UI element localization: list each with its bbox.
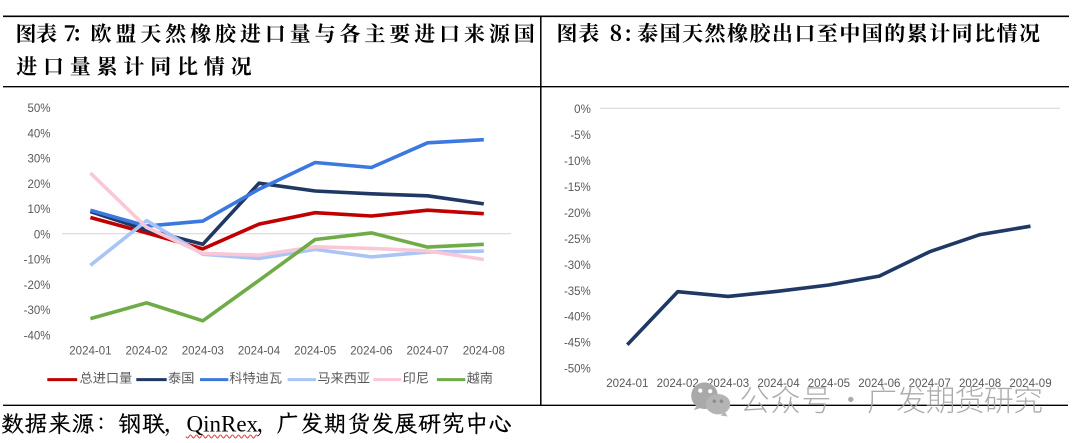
svg-text:2024-08: 2024-08 bbox=[463, 345, 505, 357]
svg-text:2024-02: 2024-02 bbox=[125, 345, 167, 357]
svg-text:-40%: -40% bbox=[564, 312, 591, 324]
svg-text:30%: 30% bbox=[27, 154, 50, 166]
svg-text:40%: 40% bbox=[27, 128, 50, 140]
svg-text:-40%: -40% bbox=[24, 330, 51, 342]
svg-text:-35%: -35% bbox=[564, 286, 591, 298]
svg-text:2024-09: 2024-09 bbox=[1009, 378, 1051, 390]
svg-text:2024-01: 2024-01 bbox=[606, 378, 648, 390]
svg-text:2024-08: 2024-08 bbox=[959, 378, 1001, 390]
svg-text:QinRex: QinRex bbox=[187, 412, 259, 437]
svg-text:2024-03: 2024-03 bbox=[182, 345, 224, 357]
svg-text:0%: 0% bbox=[34, 229, 51, 241]
svg-text:-45%: -45% bbox=[564, 338, 591, 350]
svg-text:-20%: -20% bbox=[24, 280, 51, 292]
svg-text:2024-06: 2024-06 bbox=[858, 378, 900, 390]
svg-text:2024-02: 2024-02 bbox=[657, 378, 699, 390]
svg-text:2024-07: 2024-07 bbox=[406, 345, 448, 357]
svg-text:2024-04: 2024-04 bbox=[238, 345, 281, 357]
svg-text:0%: 0% bbox=[574, 104, 591, 116]
svg-text:20%: 20% bbox=[27, 179, 50, 191]
svg-text:-25%: -25% bbox=[564, 234, 591, 246]
svg-text:50%: 50% bbox=[27, 103, 50, 115]
svg-text:-5%: -5% bbox=[570, 130, 590, 142]
svg-text:-15%: -15% bbox=[564, 182, 591, 194]
svg-text:2024-03: 2024-03 bbox=[707, 378, 749, 390]
svg-text:-50%: -50% bbox=[564, 364, 591, 376]
svg-text:-30%: -30% bbox=[24, 305, 51, 317]
svg-text:2024-04: 2024-04 bbox=[757, 378, 800, 390]
svg-text:-30%: -30% bbox=[564, 260, 591, 272]
svg-text:10%: 10% bbox=[27, 204, 50, 216]
svg-text:-20%: -20% bbox=[564, 208, 591, 220]
svg-text:-10%: -10% bbox=[564, 156, 591, 168]
svg-text:2024-06: 2024-06 bbox=[350, 345, 392, 357]
svg-text:2024-05: 2024-05 bbox=[808, 378, 850, 390]
svg-text:-10%: -10% bbox=[24, 255, 51, 267]
svg-text:2024-07: 2024-07 bbox=[909, 378, 951, 390]
svg-text:2024-05: 2024-05 bbox=[294, 345, 336, 357]
svg-text:2024-01: 2024-01 bbox=[69, 345, 111, 357]
